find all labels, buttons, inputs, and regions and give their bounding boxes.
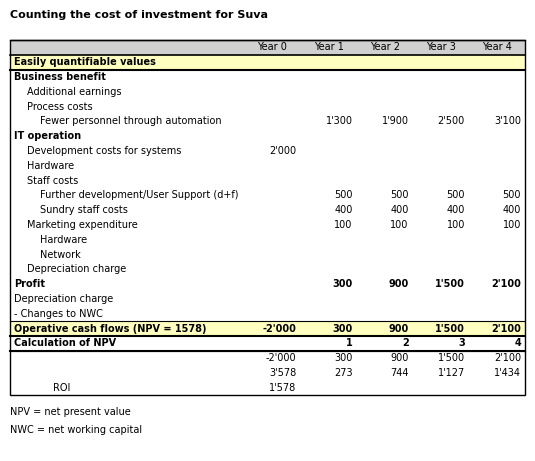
Bar — [10, 40, 525, 395]
Text: 1'300: 1'300 — [326, 116, 353, 126]
Text: Counting the cost of investment for Suva: Counting the cost of investment for Suva — [10, 10, 268, 20]
Bar — [10, 203, 525, 218]
Bar — [10, 380, 525, 395]
Text: Process costs: Process costs — [27, 101, 93, 112]
Bar — [10, 99, 525, 114]
Text: Calculation of NPV: Calculation of NPV — [14, 338, 116, 349]
Text: 3'578: 3'578 — [269, 368, 296, 378]
Bar — [10, 307, 525, 321]
Text: 400: 400 — [334, 205, 353, 215]
Bar — [10, 232, 525, 247]
Bar — [10, 277, 525, 292]
Text: 300: 300 — [334, 353, 353, 363]
Text: 1'500: 1'500 — [435, 279, 465, 289]
Text: 500: 500 — [446, 190, 465, 201]
Bar — [10, 188, 525, 203]
Text: 2'100: 2'100 — [494, 353, 521, 363]
Bar — [10, 173, 525, 188]
Bar — [10, 366, 525, 380]
Text: 500: 500 — [502, 190, 521, 201]
Text: 400: 400 — [447, 205, 465, 215]
Text: Year 0: Year 0 — [257, 42, 287, 53]
Text: 300: 300 — [332, 279, 353, 289]
Text: 1'900: 1'900 — [382, 116, 409, 126]
Text: IT operation: IT operation — [14, 131, 81, 141]
Text: Year 4: Year 4 — [482, 42, 512, 53]
Text: NPV = net present value: NPV = net present value — [10, 407, 131, 417]
Text: 100: 100 — [447, 220, 465, 230]
Bar — [10, 129, 525, 143]
Bar — [10, 247, 525, 262]
Bar — [10, 70, 525, 84]
Text: 1'127: 1'127 — [438, 368, 465, 378]
Text: 900: 900 — [388, 324, 409, 334]
Bar — [10, 218, 525, 232]
Bar — [10, 262, 525, 277]
Text: 2'100: 2'100 — [491, 279, 521, 289]
Text: 2: 2 — [402, 338, 409, 349]
Bar — [10, 40, 525, 55]
Text: 2'100: 2'100 — [491, 324, 521, 334]
Text: 900: 900 — [388, 279, 409, 289]
Text: Marketing expenditure: Marketing expenditure — [27, 220, 137, 230]
Text: Additional earnings: Additional earnings — [27, 87, 121, 97]
Text: Year 3: Year 3 — [426, 42, 456, 53]
Text: 2'000: 2'000 — [269, 146, 296, 156]
Text: 900: 900 — [391, 353, 409, 363]
Bar — [10, 351, 525, 366]
Bar — [10, 159, 525, 173]
Bar — [10, 55, 525, 70]
Text: 400: 400 — [502, 205, 521, 215]
Text: -2'000: -2'000 — [263, 324, 296, 334]
Text: Hardware: Hardware — [40, 235, 87, 245]
Bar — [10, 321, 525, 336]
Text: Fewer personnel through automation: Fewer personnel through automation — [40, 116, 221, 126]
Text: ROI: ROI — [53, 383, 71, 393]
Text: 1: 1 — [346, 338, 353, 349]
Text: 100: 100 — [502, 220, 521, 230]
Text: Year 2: Year 2 — [370, 42, 400, 53]
Text: Easily quantifiable values: Easily quantifiable values — [14, 57, 156, 67]
Text: 1'578: 1'578 — [269, 383, 296, 393]
Text: Network: Network — [40, 249, 81, 260]
Text: 273: 273 — [334, 368, 353, 378]
Text: 100: 100 — [391, 220, 409, 230]
Bar — [10, 143, 525, 159]
Text: Depreciation charge: Depreciation charge — [14, 294, 113, 304]
Text: 1'434: 1'434 — [494, 368, 521, 378]
Text: Staff costs: Staff costs — [27, 176, 78, 186]
Text: 300: 300 — [332, 324, 353, 334]
Text: Development costs for systems: Development costs for systems — [27, 146, 181, 156]
Text: 3'100: 3'100 — [494, 116, 521, 126]
Text: Operative cash flows (NPV = 1578): Operative cash flows (NPV = 1578) — [14, 324, 207, 334]
Text: Further development/User Support (d+f): Further development/User Support (d+f) — [40, 190, 239, 201]
Text: Sundry staff costs: Sundry staff costs — [40, 205, 128, 215]
Text: -2'000: -2'000 — [266, 353, 296, 363]
Text: Profit: Profit — [14, 279, 45, 289]
Text: 4: 4 — [514, 338, 521, 349]
Bar — [10, 114, 525, 129]
Bar — [10, 84, 525, 99]
Text: Business benefit: Business benefit — [14, 72, 106, 82]
Text: 400: 400 — [391, 205, 409, 215]
Text: Year 1: Year 1 — [314, 42, 343, 53]
Text: 1'500: 1'500 — [438, 353, 465, 363]
Text: 1'500: 1'500 — [435, 324, 465, 334]
Text: Hardware: Hardware — [27, 161, 74, 171]
Text: Depreciation charge: Depreciation charge — [27, 265, 126, 274]
Text: NWC = net working capital: NWC = net working capital — [10, 425, 142, 435]
Text: 500: 500 — [390, 190, 409, 201]
Text: - Changes to NWC: - Changes to NWC — [14, 309, 103, 319]
Text: 100: 100 — [334, 220, 353, 230]
Text: 3: 3 — [458, 338, 465, 349]
Bar — [10, 292, 525, 307]
Text: 744: 744 — [390, 368, 409, 378]
Bar — [10, 336, 525, 351]
Text: 2'500: 2'500 — [438, 116, 465, 126]
Text: 500: 500 — [334, 190, 353, 201]
